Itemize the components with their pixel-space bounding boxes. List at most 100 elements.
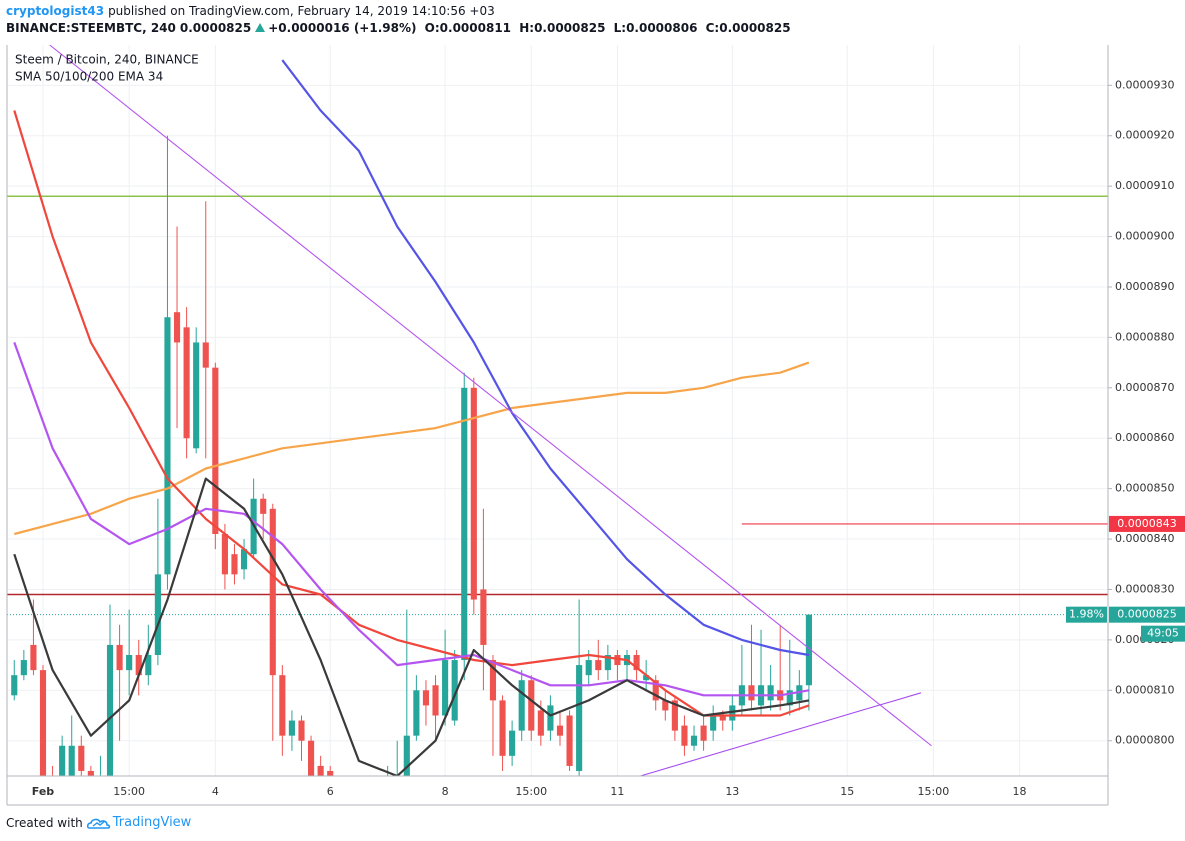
x-tick-label: 15:00	[515, 785, 547, 798]
price: 0.0000825	[179, 21, 252, 35]
candle-body	[604, 655, 611, 671]
candle-body	[566, 715, 573, 766]
candle-body	[298, 720, 305, 741]
candle-body	[442, 660, 449, 716]
y-tick-label: 0.0000930	[1115, 78, 1175, 91]
trend-line	[640, 692, 922, 776]
candle-body	[690, 735, 698, 746]
candle-body	[308, 740, 315, 776]
candle-body	[337, 781, 343, 801]
ma-line	[13, 477, 810, 776]
y-tick-label: 0.0000870	[1115, 381, 1175, 394]
candle-body	[385, 786, 391, 801]
candle-body	[30, 644, 37, 671]
candle-body	[327, 770, 334, 776]
candle-body	[662, 700, 669, 711]
candle-body	[537, 710, 544, 736]
ohlc-value: 0.0000811	[439, 21, 512, 35]
change-label-bg	[1066, 606, 1107, 623]
up-arrow	[255, 23, 266, 32]
candle-body	[183, 327, 190, 439]
candle-body	[633, 655, 640, 671]
candle-body	[719, 715, 726, 721]
candle-body	[652, 680, 659, 701]
candle-body	[39, 670, 47, 776]
x-tick-label: 18	[1013, 785, 1027, 798]
chart-title: Steem / Bitcoin, 240, BINANCE	[15, 53, 199, 67]
x-tick-label: 13	[725, 785, 739, 798]
ohlc-label: H:	[519, 21, 535, 35]
ohlc-label: L:	[613, 21, 627, 35]
candle-body	[786, 690, 793, 706]
candle-body	[135, 655, 142, 676]
ma-line	[14, 361, 810, 536]
x-tick-label: 15:00	[918, 785, 950, 798]
candle-body	[614, 655, 621, 666]
candle-body	[145, 655, 152, 676]
candle-body	[547, 705, 554, 731]
candle-body	[212, 367, 219, 535]
axis: 0.0000930 0.0000920 0.0000910 0.0000900 0.00…	[32, 78, 1185, 798]
candle-body	[394, 776, 400, 786]
candle-body	[480, 589, 487, 645]
candle-body	[509, 730, 516, 756]
y-tick-label: 0.0000910	[1115, 179, 1175, 192]
y-tick-label: 0.0000810	[1115, 683, 1175, 696]
candle-body	[87, 770, 94, 776]
countdown-label: 49:05	[1147, 627, 1179, 640]
change-label: 1.98%	[1069, 608, 1104, 621]
y-tick-label: 0.0000900	[1115, 230, 1175, 243]
candle-body	[432, 685, 439, 716]
ohlc-value: 0.0000825	[719, 21, 791, 35]
candle-body	[671, 700, 678, 731]
created-with: Created with	[6, 815, 83, 830]
brand[interactable]: TradingView	[112, 815, 192, 830]
x-tick-label: 15	[840, 785, 854, 798]
candle-body	[20, 660, 27, 676]
y-tick-label: 0.0000890	[1115, 280, 1175, 293]
candle-body	[59, 745, 66, 776]
candle-body	[585, 660, 592, 676]
ma-line	[13, 342, 810, 697]
candle-body	[221, 534, 228, 575]
candle-body	[710, 715, 717, 731]
candle-body	[126, 655, 133, 671]
candle-body	[164, 317, 171, 575]
x-tick-label: Feb	[32, 785, 55, 798]
candle-body	[489, 660, 497, 701]
candle-body	[365, 806, 371, 808]
published: published on TradingView.com, February 1…	[108, 4, 495, 18]
candle-body	[11, 675, 18, 696]
candle-body	[528, 680, 535, 731]
ohlc-value: 0.0000806	[626, 21, 698, 35]
candle-body	[461, 387, 468, 661]
x-tick-label: 4	[212, 785, 219, 798]
candle-body	[748, 685, 755, 701]
plot	[7, 45, 1108, 808]
candle-body	[413, 690, 420, 736]
candle-body	[106, 644, 114, 776]
y-tick-label: 0.0000860	[1115, 431, 1175, 444]
candle-body	[451, 660, 458, 721]
candle-body	[499, 700, 506, 756]
ma-line	[281, 59, 810, 657]
publish-line: cryptologist43 published on TradingView.c…	[6, 4, 499, 18]
brand-logo	[86, 818, 110, 829]
candle-body	[116, 644, 123, 671]
ohlc-label: O:	[424, 21, 440, 35]
candle-body	[279, 675, 286, 736]
author[interactable]: cryptologist43	[6, 4, 105, 18]
x-tick-label: 15:00	[113, 785, 145, 798]
candle-body	[154, 574, 161, 656]
y-tick-label: 0.0000920	[1115, 129, 1175, 142]
alert-label: 0.0000843	[1117, 517, 1177, 530]
candle-body	[422, 690, 430, 706]
last-price-label-bg	[1109, 606, 1185, 623]
candle-body	[767, 685, 774, 701]
candle-body	[269, 508, 276, 676]
x-tick-label: 8	[442, 785, 449, 798]
candle-body	[202, 342, 209, 368]
candle-body	[97, 776, 103, 786]
last-price-label: 0.0000825	[1117, 608, 1177, 621]
